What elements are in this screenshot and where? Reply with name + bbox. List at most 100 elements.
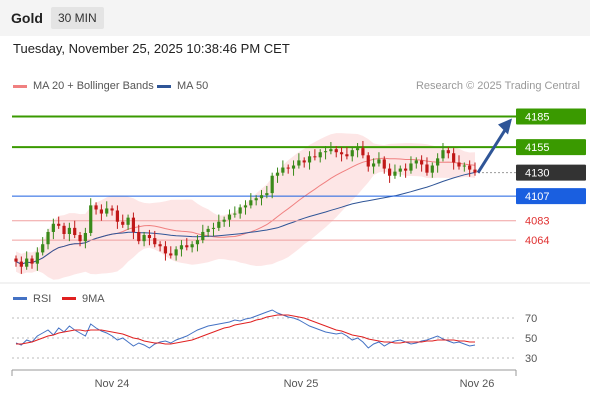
candle-body [420, 160, 424, 165]
candle-body [441, 150, 445, 159]
candle-body [179, 245, 184, 250]
candle-body [302, 160, 306, 163]
candle-body [254, 198, 258, 201]
candle-body [174, 249, 178, 256]
rsi-legend-swatch [13, 297, 27, 300]
legend-ma20-label: MA 20 + Bollinger Bands [33, 80, 154, 92]
candle-body [137, 231, 141, 242]
candle-body [361, 148, 365, 156]
timeframe-selector[interactable]: 30 MIN [51, 7, 104, 29]
candle-body [366, 155, 370, 167]
candle-body [275, 172, 280, 176]
candle-body [339, 152, 344, 155]
x-tick-label: Nov 24 [95, 378, 130, 390]
candle-body [446, 150, 450, 154]
level-label-4130: 4130 [525, 168, 549, 180]
legend-ma50-swatch [157, 84, 171, 88]
level-label-4185: 4185 [525, 111, 549, 123]
level-tag-4107 [516, 188, 586, 205]
candle-body [409, 163, 413, 171]
candle-body [281, 167, 285, 173]
legend-ma20: MA 20 + Bollinger Bands [13, 80, 154, 92]
candle-body [147, 235, 152, 239]
candle-body [430, 165, 434, 173]
rsi-tick-70: 70 [525, 313, 537, 325]
candle-body [350, 150, 354, 157]
candle-body [185, 245, 189, 248]
candle-body [457, 162, 461, 167]
candle-body [14, 258, 18, 262]
legend-ma50: MA 50 [157, 80, 208, 92]
level-label-4107: 4107 [525, 191, 549, 203]
level-tag-4155 [516, 139, 586, 156]
credit-text: Research © 2025 Trading Central [415, 80, 580, 92]
candle-body [67, 227, 71, 234]
candle-body [243, 205, 248, 208]
candle-body [126, 217, 130, 225]
candle-body [355, 148, 360, 151]
candle-body [404, 168, 408, 171]
candle-body [473, 169, 477, 173]
candle-body [110, 208, 114, 211]
candle-body [377, 159, 381, 164]
candle-body [115, 210, 120, 222]
level-label-4155: 4155 [525, 142, 549, 154]
rsi-line [15, 309, 476, 349]
candle-body [89, 205, 93, 233]
candle-body [57, 223, 61, 226]
level-label-4064: 4064 [525, 235, 549, 247]
level-label-4083: 4083 [525, 216, 549, 228]
candle-body [158, 244, 162, 247]
candle-body [35, 252, 39, 264]
candle-body [313, 156, 317, 158]
candle-body [121, 221, 125, 225]
candle-body [78, 235, 82, 242]
candle-body [452, 153, 456, 163]
candle-body [41, 244, 45, 253]
x-tick-label: Nov 26 [460, 378, 495, 390]
rsi-legend-label: RSI [33, 293, 51, 305]
candle-body [169, 253, 173, 256]
candle-body [94, 205, 98, 210]
legend-ma50-label: MA 50 [177, 80, 209, 92]
ma9-legend-label: 9MA [82, 293, 105, 305]
candle-body [131, 217, 136, 232]
candle-body [398, 168, 402, 172]
candle-body [259, 195, 264, 199]
candle-body [414, 160, 418, 164]
candle-body [195, 240, 200, 245]
candle-body [30, 258, 34, 264]
candle-body [270, 175, 274, 194]
candle-body [217, 221, 221, 228]
candle-body [436, 158, 440, 166]
rsi-tick-30: 30 [525, 353, 537, 365]
candle-body [462, 165, 466, 167]
symbol-title: Gold [11, 10, 43, 26]
candle-body [329, 149, 333, 152]
candle-body [382, 159, 386, 169]
chart-datetime: Tuesday, November 25, 2025 10:38:46 PM C… [13, 41, 290, 56]
candle-body [222, 219, 226, 222]
candle-body [393, 171, 397, 176]
ma9-line [16, 314, 475, 345]
candle-body [233, 213, 237, 215]
candle-body [190, 244, 194, 248]
candle-body [19, 261, 23, 267]
candle-body [334, 149, 338, 153]
candle-body [211, 227, 216, 229]
candle-body [142, 235, 146, 242]
x-tick-label: Nov 25 [284, 378, 319, 390]
projection-arrow-head [498, 118, 512, 135]
candle-body [105, 208, 109, 214]
candle-body [425, 164, 429, 173]
candle-body [46, 231, 50, 245]
candle-body [307, 156, 312, 163]
projection-arrow-shaft [476, 127, 508, 174]
candle-body [323, 151, 328, 153]
candle-body [297, 160, 301, 166]
legend-ma20-swatch [13, 84, 27, 88]
candle-body [227, 214, 232, 220]
candle-body [206, 228, 210, 232]
candle-body [201, 231, 205, 241]
